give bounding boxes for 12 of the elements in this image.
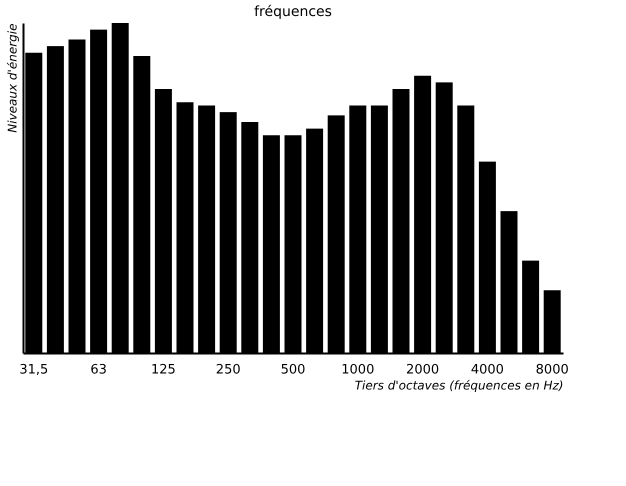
x-axis-title: Tiers d'octaves (fréquences en Hz) xyxy=(354,378,564,392)
x-tick-label: 125 xyxy=(150,362,176,378)
x-tick-label: 4000 xyxy=(470,362,504,378)
x-tick-label: 500 xyxy=(280,362,306,378)
y-axis-title: Niveaux d'énergie xyxy=(6,24,20,133)
x-tick-label: 8000 xyxy=(536,362,569,378)
x-tick-label: 1000 xyxy=(341,362,374,378)
x-tick-label: 31,5 xyxy=(19,362,48,378)
x-tick-label: 63 xyxy=(90,362,107,378)
x-tick-label: 2000 xyxy=(406,362,440,378)
x-tick-label: 250 xyxy=(216,362,241,378)
chart-title: fréquences xyxy=(254,4,332,20)
